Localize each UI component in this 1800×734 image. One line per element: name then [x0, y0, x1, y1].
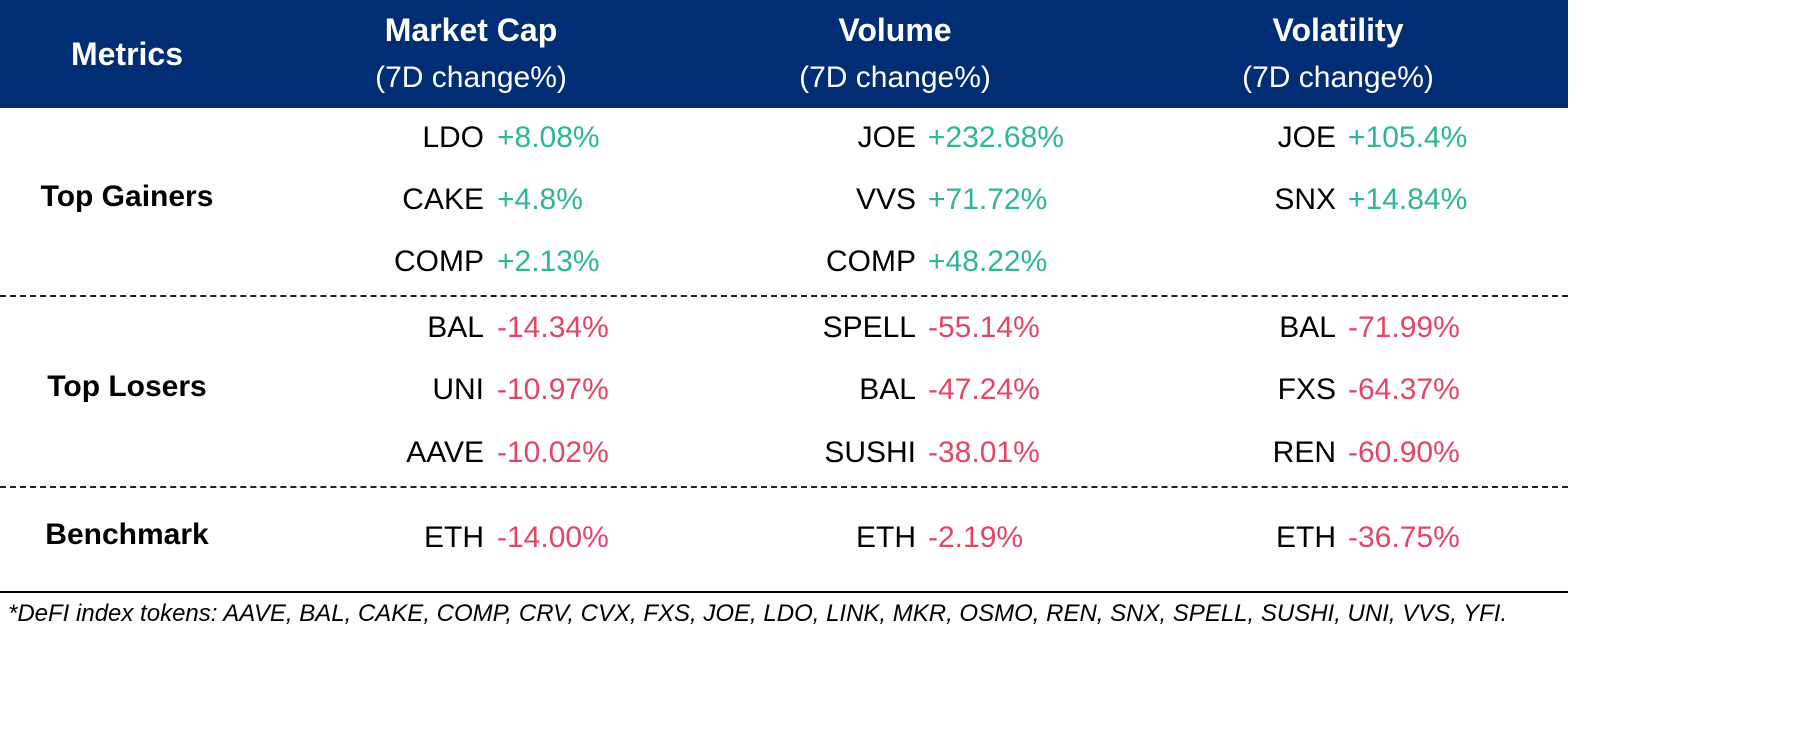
change-value: +4.8%	[497, 183, 583, 216]
benchmark-label: Benchmark	[45, 518, 209, 551]
change-value: -14.34%	[497, 311, 609, 344]
change-value: +14.84%	[1348, 183, 1468, 216]
change-value: -38.01%	[928, 436, 1040, 469]
token-name: UNI	[432, 373, 484, 406]
token-name: SNX	[1274, 183, 1336, 216]
token-name: CAKE	[402, 183, 484, 216]
change-value: -47.24%	[928, 373, 1040, 406]
table-cell: ETH	[300, 518, 484, 558]
token-name: JOE	[1277, 121, 1336, 154]
table-cell: REN	[1150, 433, 1336, 473]
header-volume-sub: (7D change%)	[799, 61, 991, 94]
change-value: +71.72%	[928, 183, 1048, 216]
table-cell: BAL	[1150, 308, 1336, 348]
header-metrics-title: Metrics	[70, 36, 184, 72]
table-cell: AAVE	[300, 433, 484, 473]
token-name: BAL	[1279, 311, 1336, 344]
token-name: ETH	[424, 521, 484, 554]
table-cell: LDO	[300, 118, 484, 158]
token-name: VVS	[855, 183, 916, 216]
table-bottom-rule	[0, 591, 1568, 593]
table-cell: ETH	[720, 518, 916, 558]
change-value: -2.19%	[928, 521, 1024, 554]
header-volatility-sub: (7D change%)	[1242, 61, 1434, 94]
table-cell: BAL	[300, 308, 484, 348]
header-volume: Volume (7D change%)	[762, 0, 1028, 108]
table-cell: ETH	[1150, 518, 1336, 558]
footnote: *DeFI index tokens: AAVE, BAL, CAKE, COM…	[8, 600, 1508, 627]
token-name: COMP	[826, 245, 916, 278]
change-value: -64.37%	[1348, 373, 1460, 406]
token-name: BAL	[859, 373, 916, 406]
section-divider	[0, 295, 1568, 297]
table-cell: FXS	[1150, 370, 1336, 410]
header-market-cap-title: Market Cap	[384, 12, 558, 48]
change-value: -71.99%	[1348, 311, 1460, 344]
header-volume-title: Volume	[838, 12, 952, 48]
change-value: +105.4%	[1348, 121, 1468, 154]
change-value: +2.13%	[497, 245, 600, 278]
table-cell: CAKE	[300, 180, 484, 220]
table-cell: JOE	[1150, 118, 1336, 158]
change-value: -14.00%	[497, 521, 609, 554]
token-name: SPELL	[822, 311, 916, 344]
token-name: ETH	[856, 521, 916, 554]
table-cell: SNX	[1150, 180, 1336, 220]
change-value: -55.14%	[928, 311, 1040, 344]
change-value: -60.90%	[1348, 436, 1460, 469]
table-cell: BAL	[720, 370, 916, 410]
token-name: SUSHI	[824, 436, 916, 469]
change-value: -10.97%	[497, 373, 609, 406]
header-volatility: Volatility (7D change%)	[1205, 0, 1471, 108]
table-cell: UNI	[300, 370, 484, 410]
change-value: -36.75%	[1348, 521, 1460, 554]
table-cell: COMP	[720, 242, 916, 282]
table-cell: VVS	[720, 180, 916, 220]
token-name: AAVE	[406, 436, 484, 469]
header-market-cap: Market Cap (7D change%)	[338, 0, 604, 108]
token-name: LDO	[422, 121, 484, 154]
table-cell: COMP	[300, 242, 484, 282]
token-name: REN	[1272, 436, 1336, 469]
token-name: JOE	[857, 121, 916, 154]
token-name: BAL	[427, 311, 484, 344]
change-value: +232.68%	[928, 121, 1064, 154]
header-volatility-title: Volatility	[1272, 12, 1404, 48]
header-metrics: Metrics	[0, 0, 254, 108]
table-cell: SUSHI	[720, 433, 916, 473]
table-cell: JOE	[720, 118, 916, 158]
change-value: -10.02%	[497, 436, 609, 469]
header-market-cap-sub: (7D change%)	[375, 61, 567, 94]
token-name: ETH	[1276, 521, 1336, 554]
change-value: +48.22%	[928, 245, 1048, 278]
section-divider	[0, 486, 1568, 488]
top-gainers-label: Top Gainers	[40, 180, 214, 213]
top-losers-label: Top Losers	[47, 370, 207, 403]
change-value: +8.08%	[497, 121, 600, 154]
token-name: COMP	[394, 245, 484, 278]
table-cell: SPELL	[720, 308, 916, 348]
table-header: Metrics Market Cap (7D change%) Volume (…	[0, 0, 1568, 108]
token-name: FXS	[1277, 373, 1336, 406]
